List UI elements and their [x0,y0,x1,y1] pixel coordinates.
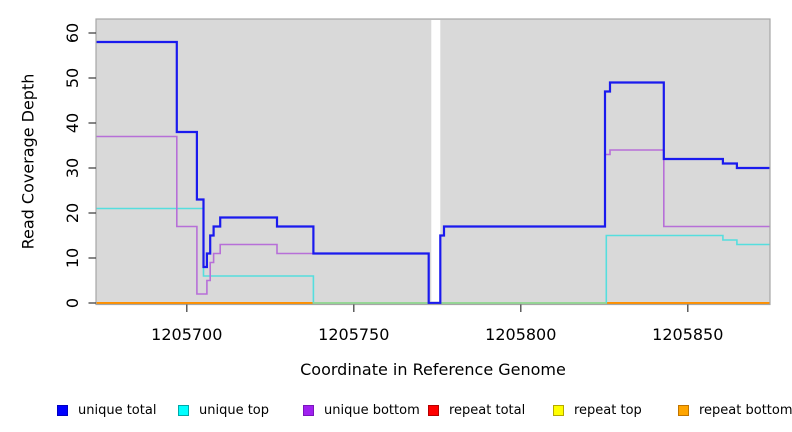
legend-item-unique-bottom: unique bottom [303,402,420,418]
legend-item-repeat-bottom: repeat bottom [678,402,792,418]
x-tick-label: 1205750 [318,325,389,344]
x-axis-title: Coordinate in Reference Genome [300,360,566,379]
y-tick-label: 10 [63,248,82,268]
y-tick-label: 60 [63,23,82,43]
legend-swatch-repeat-bottom-icon [678,404,689,416]
legend-label: unique top [199,402,270,418]
y-tick-label: 50 [63,68,82,88]
y-tick-label: 20 [63,203,82,223]
x-tick-label: 1205700 [151,325,222,344]
no-data-gap-band [431,20,441,302]
chart-legend: unique total unique top unique bottom repea… [0,402,792,422]
legend-swatch-repeat-total-icon [428,404,439,416]
legend-label: repeat bottom [699,402,792,418]
legend-label: repeat top [574,402,642,418]
y-axis-title: Read Coverage Depth [18,73,38,250]
legend-item-unique-total: unique total [57,402,156,418]
legend-item-repeat-total: repeat total [428,402,525,418]
x-tick-label: 1205800 [485,325,556,344]
legend-item-repeat-top: repeat top [553,402,642,418]
legend-swatch-unique-top-icon [178,404,189,416]
series-unique-total-line [96,40,770,305]
plot-panel-border [95,18,771,306]
legend-label: unique total [78,402,157,418]
legend-label: repeat total [449,402,526,418]
legend-swatch-unique-total-icon [57,404,68,416]
x-tick-label: 1205850 [652,325,723,344]
legend-item-unique-top: unique top [178,402,269,418]
legend-swatch-repeat-top-icon [553,404,564,416]
y-tick-label: 40 [63,113,82,133]
y-tick-label: 30 [63,158,82,178]
legend-swatch-unique-bottom-icon [303,404,314,416]
y-tick-label: 0 [63,298,82,308]
series-unique-bottom-line [96,135,770,304]
legend-label: unique bottom [324,402,420,418]
